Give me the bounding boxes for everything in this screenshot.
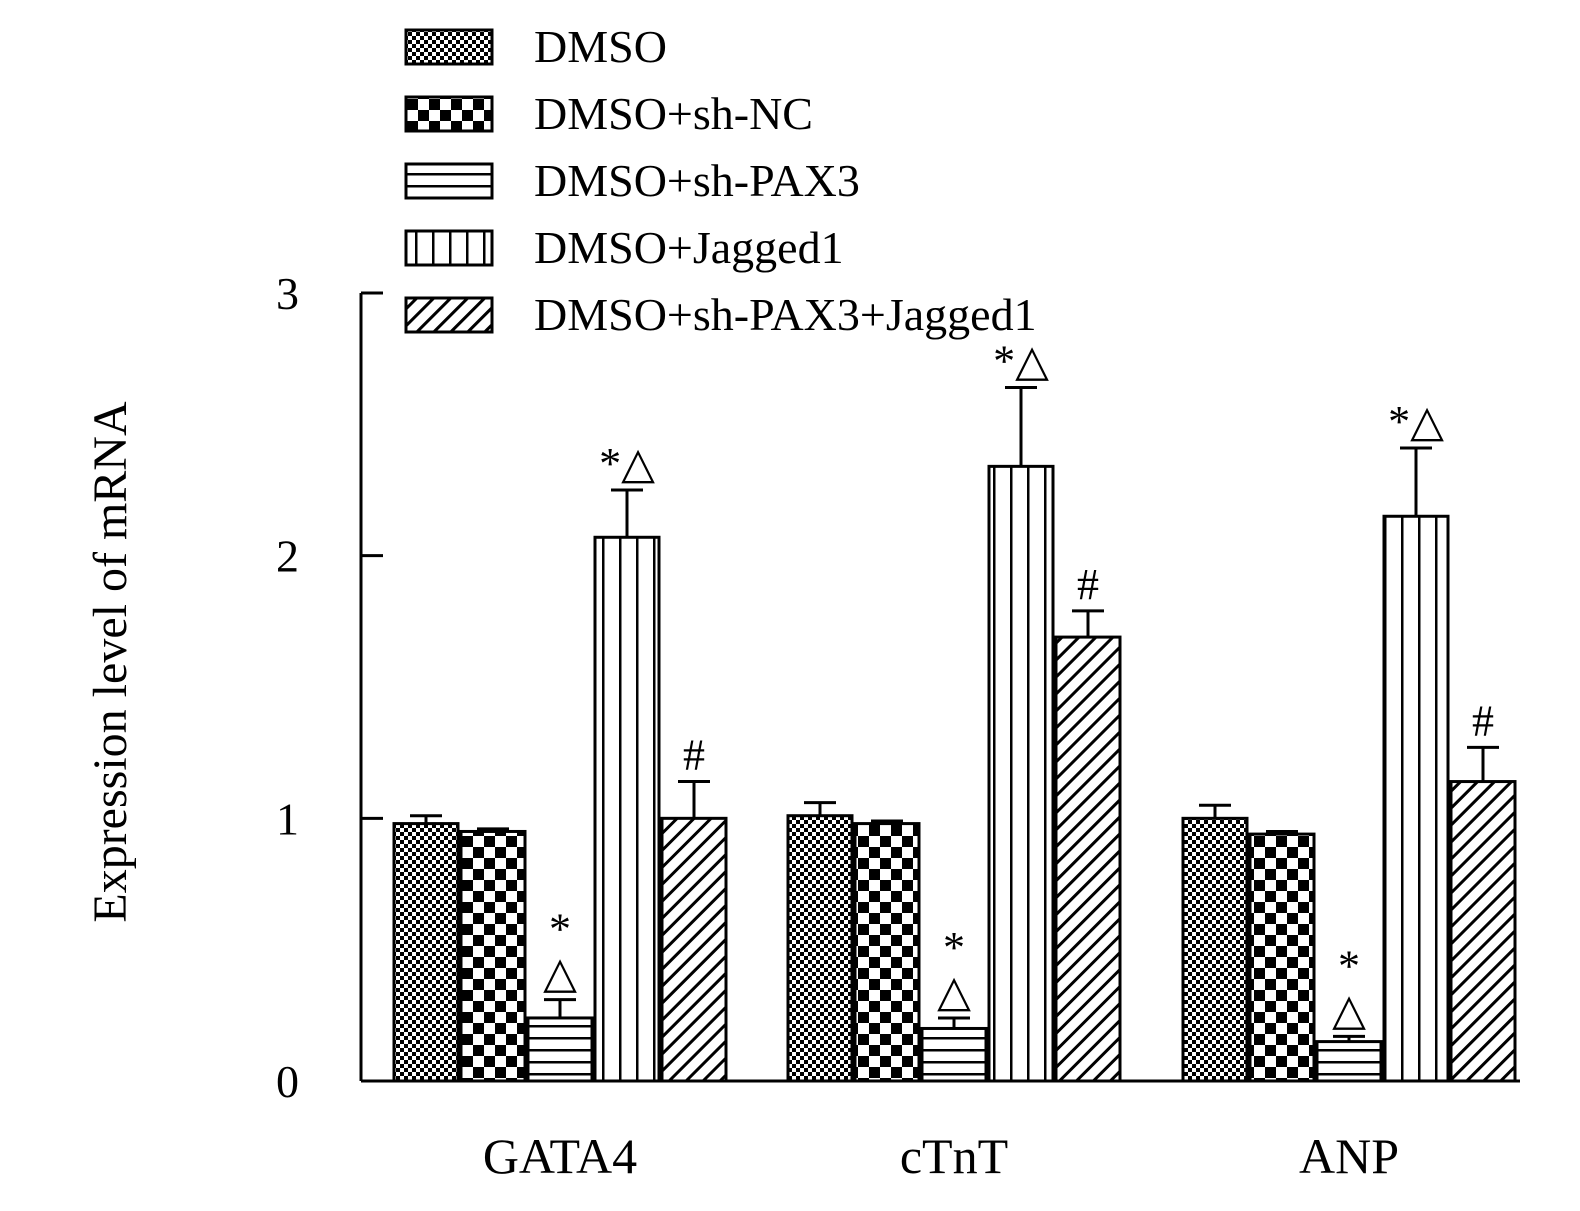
y-axis-title: Expression level of mRNA	[84, 401, 137, 923]
legend-swatch	[404, 229, 494, 267]
x-tick-label: cTnT	[900, 1128, 1008, 1184]
bars: *△*△#*△*△#*△*△#	[392, 337, 1517, 1083]
bar	[786, 814, 854, 1083]
bar	[920, 1026, 988, 1083]
legend-label: DMSO+sh-NC	[534, 88, 813, 139]
bar	[459, 829, 527, 1083]
significance-label: △	[1332, 985, 1366, 1034]
y-tick-label: 1	[276, 793, 299, 844]
legend-label: DMSO	[534, 21, 667, 72]
bar	[1248, 832, 1316, 1083]
legend-swatch	[404, 162, 494, 200]
significance-label: *	[1338, 941, 1360, 990]
significance-label: #	[1472, 696, 1494, 745]
bar	[1315, 1040, 1383, 1083]
axes: 0 1 2 3 Expression level of mRNA GATA4 cTnT ANP	[84, 268, 1520, 1184]
significance-label: #	[683, 731, 705, 780]
x-tick-label: ANP	[1299, 1128, 1399, 1184]
bar	[1382, 514, 1450, 1083]
bar	[526, 1016, 594, 1083]
bar	[660, 816, 728, 1083]
bar	[853, 822, 921, 1083]
significance-label: #	[1077, 560, 1099, 609]
bar	[1181, 816, 1249, 1083]
legend-label: DMSO+Jagged1	[534, 222, 844, 273]
bar	[1449, 780, 1517, 1083]
significance-label: *	[943, 923, 965, 972]
significance-label: *△	[1388, 397, 1444, 446]
bar	[1054, 635, 1122, 1083]
y-tick-label: 3	[276, 268, 299, 319]
y-tick-label: 0	[276, 1056, 299, 1107]
bar	[593, 535, 661, 1083]
legend-label: DMSO+sh-PAX3+Jagged1	[534, 289, 1037, 340]
bar	[987, 464, 1055, 1083]
significance-label: △	[543, 949, 577, 998]
legend-swatch	[404, 296, 494, 334]
x-tick-label: GATA4	[483, 1128, 637, 1184]
significance-label: *	[549, 905, 571, 954]
legend-swatch	[404, 28, 494, 66]
bar	[392, 822, 460, 1083]
significance-label: *△	[599, 439, 655, 488]
legend: DMSO DMSO+sh-NC DMSO+sh-PAX3 DMSO+Jagged1 DM…	[404, 21, 1037, 340]
legend-label: DMSO+sh-PAX3	[534, 155, 860, 206]
significance-label: *△	[993, 337, 1049, 386]
y-tick-label: 2	[276, 531, 299, 582]
legend-swatch	[404, 95, 494, 133]
significance-label: △	[937, 967, 971, 1016]
